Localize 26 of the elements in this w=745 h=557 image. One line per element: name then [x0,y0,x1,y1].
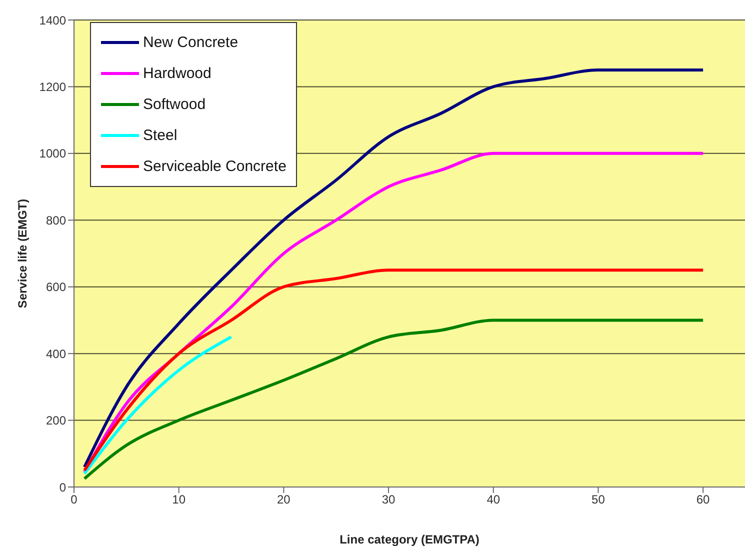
legend-label: Softwood [143,95,206,115]
y-tick-label: 200 [46,414,66,428]
y-axis-title: Service life (EMGT) [15,198,30,308]
legend-label: Hardwood [143,64,212,84]
y-tick-label: 800 [46,213,66,228]
y-tick-label: 600 [46,280,66,294]
x-tick-label: 40 [486,492,500,507]
line-series [82,318,705,480]
x-tick-label: 30 [382,492,396,507]
y-tick-label: 1400 [39,13,66,28]
legend-label: Steel [143,126,178,146]
line-series [82,68,705,468]
line-series [82,335,233,476]
x-tick-label: 20 [277,492,291,507]
y-tick-label: 1000 [39,146,66,161]
x-tick-label: 60 [696,492,710,507]
x-tick-label: 50 [592,492,606,507]
legend-label: Serviceable Concrete [143,157,286,177]
x-tick-label: 10 [172,492,186,507]
y-tick-label: 0 [59,480,66,494]
x-axis-title: Line category (EMGTPA) [340,532,480,547]
legend-label: New Concrete [143,33,238,53]
line-series [82,268,705,472]
y-tick-label: 400 [46,346,66,361]
y-tick-label: 1200 [39,80,66,94]
x-tick-label: 0 [70,492,78,507]
